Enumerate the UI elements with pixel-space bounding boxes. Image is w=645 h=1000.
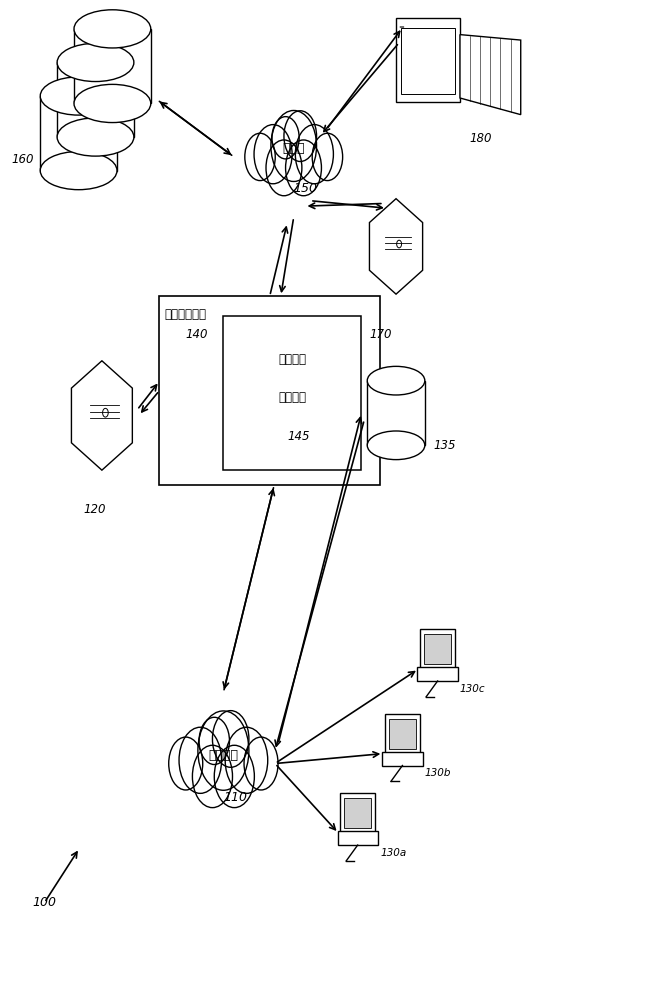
- Ellipse shape: [57, 118, 134, 156]
- Text: 135: 135: [433, 439, 456, 452]
- Text: 170: 170: [370, 328, 392, 341]
- Circle shape: [214, 745, 254, 808]
- Circle shape: [225, 727, 268, 793]
- Polygon shape: [460, 35, 521, 115]
- FancyBboxPatch shape: [417, 667, 458, 681]
- Circle shape: [284, 111, 317, 161]
- Circle shape: [271, 110, 317, 181]
- Circle shape: [312, 133, 342, 181]
- Circle shape: [103, 408, 108, 417]
- Circle shape: [169, 737, 203, 790]
- FancyBboxPatch shape: [159, 296, 380, 485]
- Circle shape: [286, 140, 321, 196]
- Text: 150: 150: [293, 182, 317, 195]
- Bar: [367, 381, 425, 445]
- Text: 数据分析: 数据分析: [278, 353, 306, 366]
- Ellipse shape: [367, 431, 425, 460]
- Text: 110: 110: [223, 791, 247, 804]
- Bar: [57, 62, 134, 137]
- Ellipse shape: [57, 43, 134, 82]
- Circle shape: [295, 125, 333, 184]
- FancyBboxPatch shape: [385, 714, 420, 754]
- FancyBboxPatch shape: [424, 634, 452, 664]
- Circle shape: [192, 745, 232, 808]
- FancyBboxPatch shape: [420, 629, 455, 669]
- FancyBboxPatch shape: [223, 316, 361, 470]
- FancyBboxPatch shape: [337, 831, 378, 845]
- Circle shape: [266, 140, 302, 196]
- Ellipse shape: [74, 10, 151, 48]
- FancyBboxPatch shape: [340, 793, 375, 833]
- Bar: [40, 96, 117, 171]
- FancyBboxPatch shape: [344, 798, 372, 828]
- Circle shape: [198, 711, 249, 790]
- Text: 130a: 130a: [380, 848, 406, 858]
- Circle shape: [179, 727, 222, 793]
- FancyBboxPatch shape: [382, 752, 422, 766]
- Text: 120: 120: [84, 503, 106, 516]
- Bar: [74, 29, 151, 103]
- Text: 140: 140: [185, 328, 208, 341]
- Text: 100: 100: [32, 896, 56, 909]
- Ellipse shape: [74, 84, 151, 123]
- Circle shape: [199, 717, 230, 765]
- Circle shape: [244, 737, 278, 790]
- Ellipse shape: [40, 151, 117, 190]
- Text: 160: 160: [12, 153, 34, 166]
- Text: =: =: [399, 25, 404, 31]
- Text: 130c: 130c: [460, 684, 486, 694]
- Circle shape: [254, 125, 292, 184]
- Circle shape: [272, 117, 299, 159]
- FancyBboxPatch shape: [389, 719, 416, 749]
- Polygon shape: [370, 199, 422, 294]
- Text: 130b: 130b: [425, 768, 451, 778]
- FancyBboxPatch shape: [401, 28, 455, 94]
- Polygon shape: [72, 361, 132, 470]
- Text: 图特网: 图特网: [283, 142, 305, 155]
- Text: 145: 145: [287, 430, 310, 443]
- Circle shape: [212, 711, 249, 767]
- FancyBboxPatch shape: [396, 18, 460, 102]
- Text: 内部网络: 内部网络: [208, 749, 239, 762]
- Circle shape: [245, 133, 275, 181]
- Ellipse shape: [40, 77, 117, 115]
- Ellipse shape: [367, 366, 425, 395]
- Text: 应用程序: 应用程序: [278, 391, 306, 404]
- Text: 180: 180: [470, 132, 492, 145]
- Text: 数据分析系统: 数据分析系统: [164, 308, 206, 321]
- Circle shape: [397, 240, 402, 248]
